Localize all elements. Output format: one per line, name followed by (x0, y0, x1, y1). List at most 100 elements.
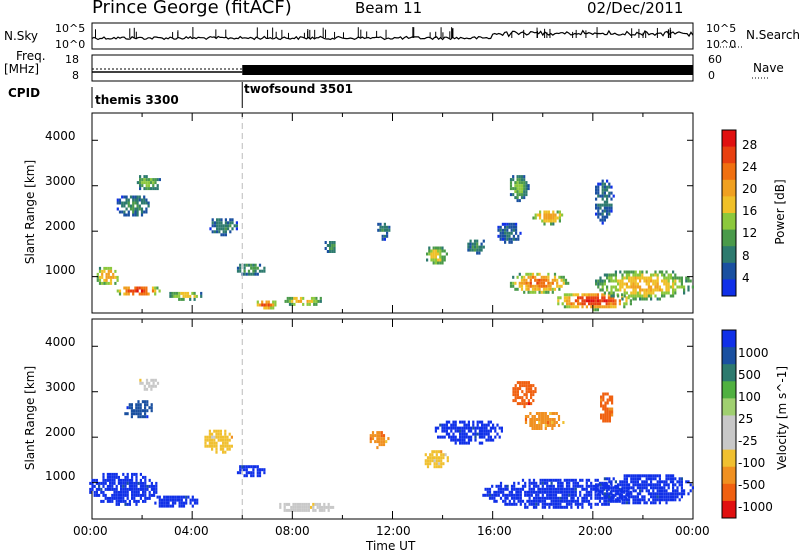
velocity-cell (144, 478, 147, 482)
power-cell (501, 234, 504, 238)
power-cell (186, 291, 190, 295)
power-cell (516, 196, 519, 200)
power-cell (514, 281, 517, 285)
velocity-cell (523, 405, 526, 409)
power-cell (441, 249, 444, 253)
velocity-cell (623, 483, 626, 487)
velocity-cell (478, 435, 481, 439)
power-cell (558, 219, 561, 223)
velocity-cell (623, 486, 626, 490)
velocity-cell (667, 498, 670, 502)
velocity-cell (601, 486, 604, 490)
power-cell (518, 184, 521, 188)
power-cell (583, 299, 586, 303)
power-cell (577, 296, 580, 300)
velocity-cell (303, 502, 306, 506)
power-cell (617, 279, 620, 283)
power-colorbar-swatch (722, 229, 736, 247)
power-cell (623, 270, 626, 274)
velocity-cell (307, 508, 310, 512)
velocity-cell (478, 420, 481, 424)
power-cell (516, 184, 519, 188)
velocity-cell (426, 465, 430, 469)
velocity-cell (543, 481, 547, 485)
velocity-cell (521, 384, 524, 388)
velocity-cell (539, 481, 542, 485)
velocity-cell (535, 490, 538, 494)
velocity-cell (634, 480, 637, 484)
velocity-cell (111, 478, 114, 482)
velocity-cell (576, 505, 580, 509)
velocity-cell (283, 508, 286, 512)
velocity-cell (128, 478, 131, 482)
power-cell (510, 240, 513, 244)
velocity-cbar-tick-100: 100 (738, 390, 761, 404)
velocity-cell (113, 475, 116, 479)
power-cell (553, 272, 557, 276)
power-cell (243, 263, 246, 267)
power-cell (610, 279, 613, 283)
velocity-cell (553, 424, 556, 427)
power-cell (520, 190, 524, 194)
velocity-cell (461, 426, 464, 430)
power-cell (231, 221, 234, 225)
power-cell (516, 287, 519, 291)
velocity-cell (524, 421, 528, 424)
velocity-cell (150, 387, 153, 391)
velocity-cell (126, 493, 129, 497)
velocity-cell (144, 412, 147, 416)
velocity-cell (529, 412, 532, 415)
velocity-cell (546, 490, 549, 494)
power-cell (608, 279, 611, 283)
velocity-cell (525, 402, 528, 406)
velocity-cell (243, 474, 246, 478)
velocity-cell (443, 426, 446, 430)
velocity-cell (639, 474, 642, 478)
velocity-cell (579, 490, 582, 494)
velocity-colorbar-swatch (722, 330, 736, 348)
velocity-cell (676, 495, 679, 499)
velocity-cell (602, 416, 605, 420)
velocity-cell (514, 396, 517, 400)
velocity-cell (656, 489, 659, 493)
power-cell (443, 255, 446, 259)
cpid-segment-2: twofsound 3501 (244, 82, 353, 96)
power-cell (103, 278, 106, 282)
power-cell (676, 276, 679, 280)
velocity-cell (544, 424, 547, 427)
power-cell (545, 213, 548, 217)
velocity-ytick-2000: 2000 (45, 425, 76, 439)
velocity-cell (305, 502, 308, 506)
velocity-cell (572, 496, 575, 500)
power-cell (383, 237, 386, 241)
velocity-cell (546, 493, 549, 497)
velocity-cell (93, 478, 96, 482)
power-cell (145, 178, 148, 182)
velocity-cell (531, 418, 534, 421)
velocity-cell (137, 493, 140, 497)
velocity-cell (600, 404, 603, 408)
velocity-cell (519, 493, 522, 497)
power-cell (478, 245, 481, 249)
power-cell (567, 281, 570, 285)
velocity-cell (137, 481, 140, 485)
power-cell (123, 201, 126, 205)
power-cell (674, 273, 677, 277)
velocity-cell (144, 493, 147, 497)
velocity-cell (152, 378, 155, 382)
power-cell (595, 212, 598, 216)
power-cell (514, 187, 517, 191)
velocity-cell (513, 493, 516, 497)
power-cell (650, 279, 653, 283)
power-cell (619, 270, 622, 274)
power-cell (545, 275, 548, 279)
velocity-cell (312, 508, 315, 512)
velocity-cell (485, 426, 488, 430)
velocity-cell (144, 496, 147, 500)
velocity-cell (592, 487, 595, 491)
velocity-cell (570, 502, 573, 506)
velocity-cell (606, 419, 609, 423)
velocity-cell (185, 495, 188, 499)
power-cell (469, 242, 472, 246)
velocity-cell (126, 472, 129, 476)
